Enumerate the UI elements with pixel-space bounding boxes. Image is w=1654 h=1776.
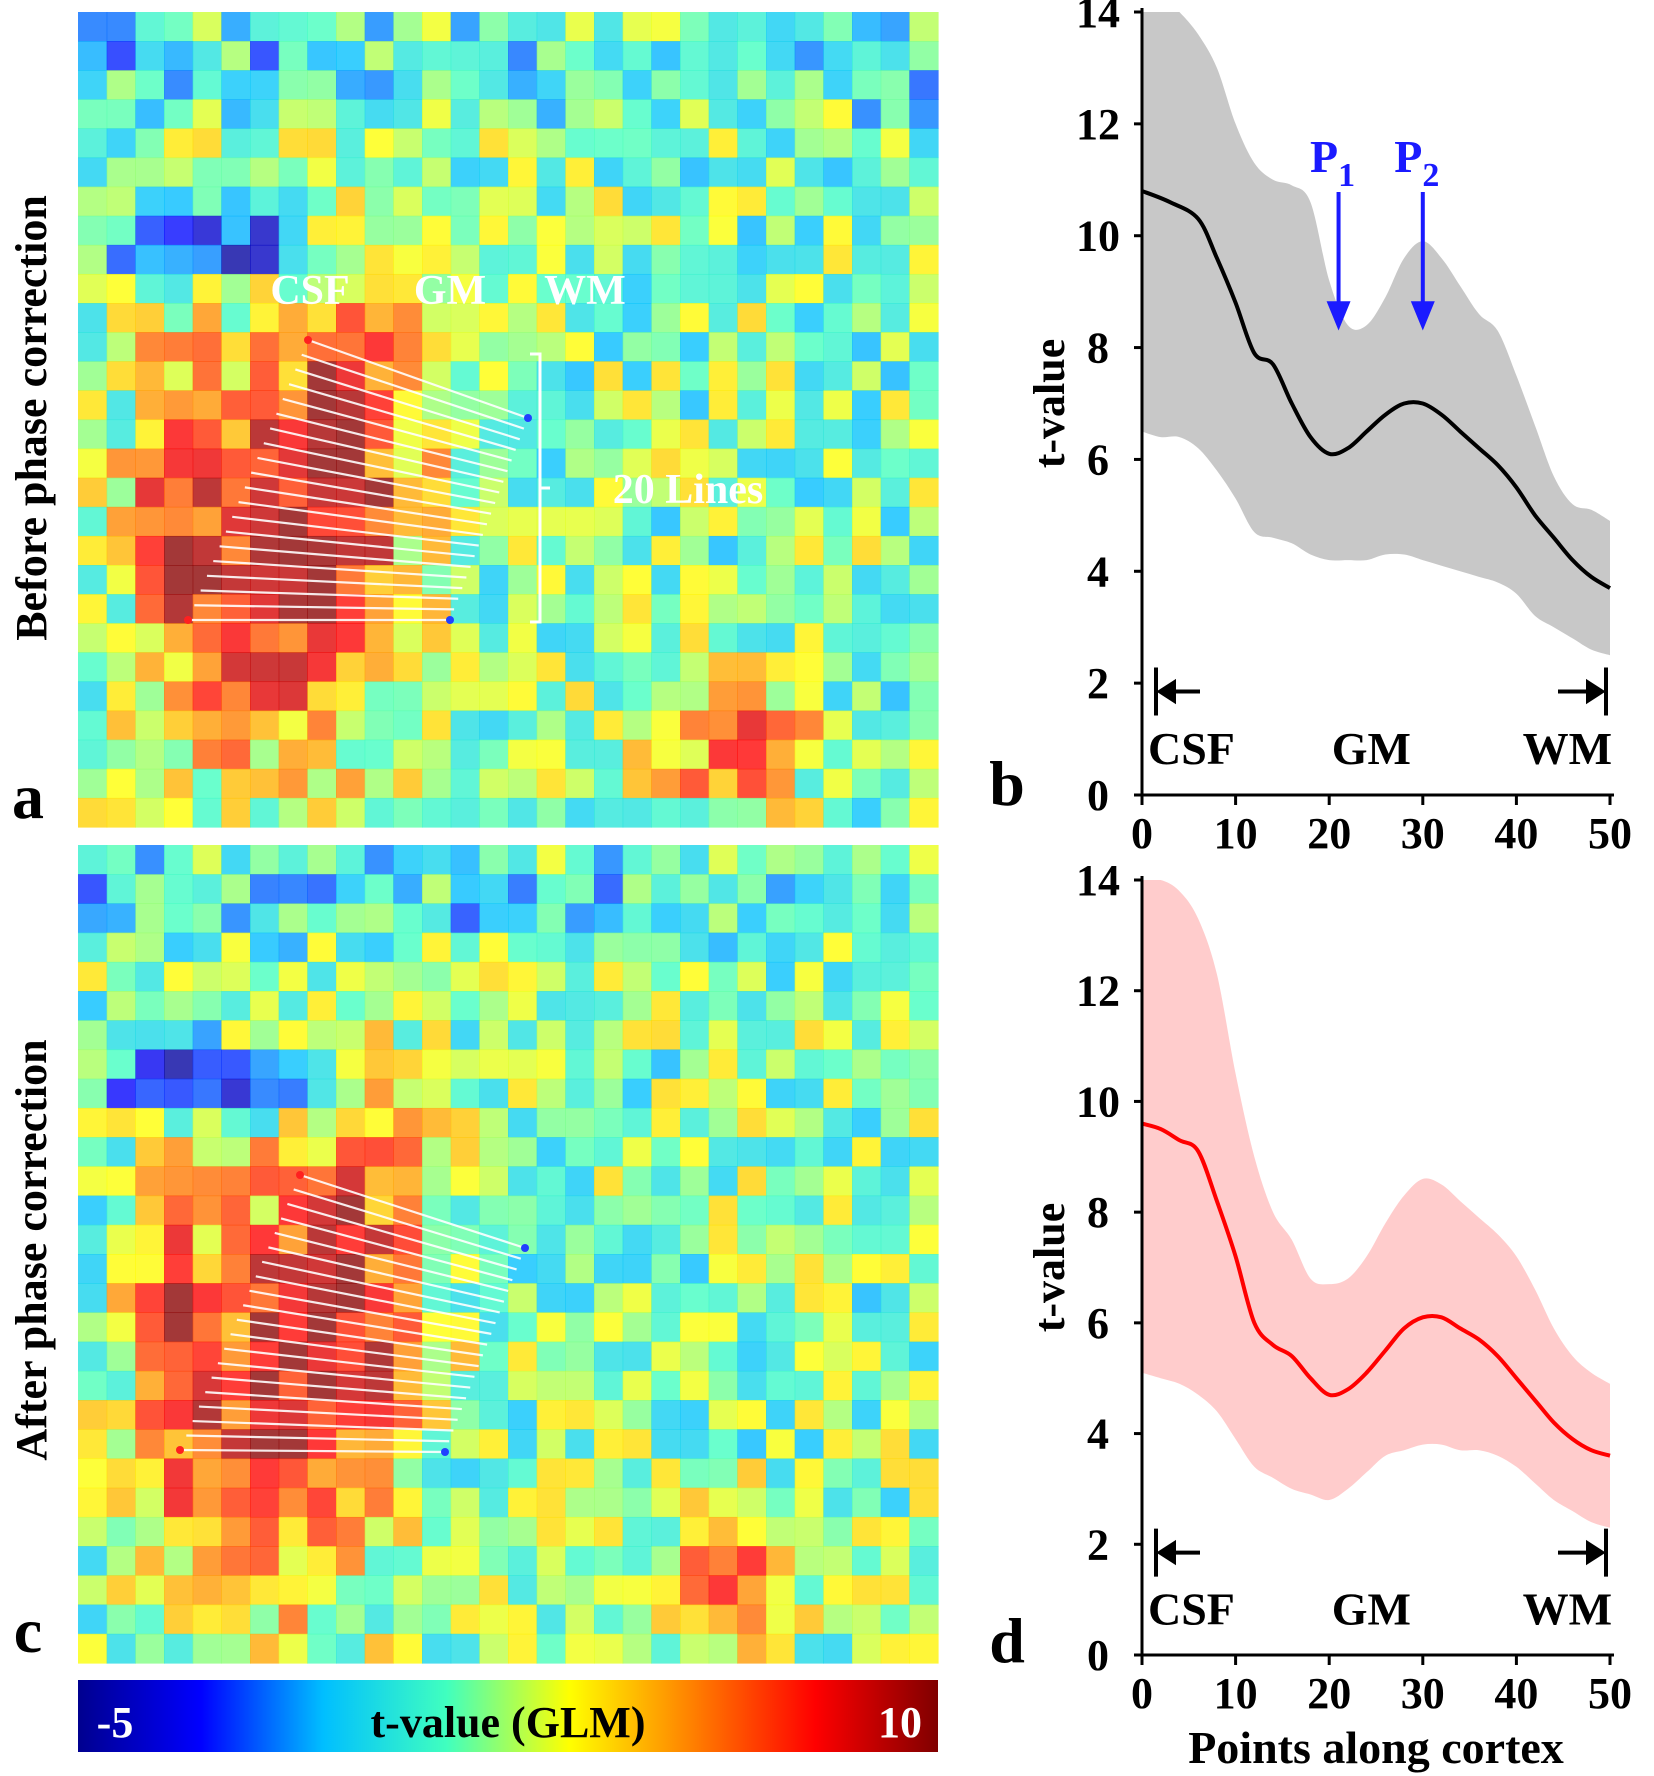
label-wm: WM xyxy=(544,268,626,314)
chart-b-ylabel: t-value xyxy=(1025,339,1074,469)
chart-d-ytick-label: 0 xyxy=(1087,1631,1109,1680)
chart-b-xtick-label: 0 xyxy=(1131,809,1153,858)
panel-letter-c: c xyxy=(14,1595,42,1666)
chart-b-ytick-label: 14 xyxy=(1076,0,1120,37)
panel-letter-b: b xyxy=(989,748,1025,819)
chart-b-ytick-label: 4 xyxy=(1087,547,1109,596)
chart-d-ytick-label: 4 xyxy=(1087,1410,1109,1459)
chart-b-xtick-label: 10 xyxy=(1214,809,1258,858)
chart-b-region-label-wm: WM xyxy=(1523,723,1612,774)
chart-d-ytick-label: 6 xyxy=(1087,1299,1109,1348)
colorbar-min-label: -5 xyxy=(97,1698,134,1747)
chart-b-ytick-label: 2 xyxy=(1087,659,1109,708)
label-20-lines: 20 Lines xyxy=(613,467,764,513)
chart-b: 0 10 20 30 40 50 0 2 4 6 8 10 12 14 t-value CSF GM WM P1 P2… xyxy=(989,0,1632,858)
chart-b-ytick-label: 0 xyxy=(1087,771,1109,820)
profile-lines-before xyxy=(184,336,532,624)
chart-d-ytick-label: 14 xyxy=(1076,856,1120,905)
chart-b-ytick-label: 8 xyxy=(1087,324,1109,373)
chart-d-xtick-label: 10 xyxy=(1214,1669,1258,1718)
colorbar-title: t-value (GLM) xyxy=(371,1698,646,1747)
chart-d: 0 10 20 30 40 50 0 2 4 6 8 10 12 14 t-value Points alon… xyxy=(989,856,1632,1773)
chart-b-xtick-label: 30 xyxy=(1401,809,1445,858)
profile-lines-after xyxy=(176,1171,529,1456)
chart-d-xtick-label: 40 xyxy=(1494,1669,1538,1718)
chart-b-p1-label: P1 xyxy=(1310,131,1355,194)
chart-b-region-label-gm: GM xyxy=(1332,723,1411,774)
chart-d-ytick-label: 8 xyxy=(1087,1188,1109,1237)
chart-b-ytick-label: 12 xyxy=(1076,100,1120,149)
side-label-after: After phase correction xyxy=(7,1039,56,1460)
chart-d-ytick-label: 12 xyxy=(1076,967,1120,1016)
chart-b-p1-arrow xyxy=(1326,192,1351,331)
colorbar-gradient xyxy=(78,1680,938,1752)
chart-d-csf-arrow xyxy=(1154,1528,1200,1577)
chart-d-mean-line xyxy=(1141,1121,1611,1458)
chart-d-ylabel: t-value xyxy=(1025,1203,1074,1333)
chart-b-wm-arrow xyxy=(1558,667,1608,716)
chart-d-wm-arrow xyxy=(1558,1528,1608,1577)
colorbar-max-label: 10 xyxy=(878,1698,922,1747)
tvalue-map-before xyxy=(78,12,939,828)
chart-b-p2-label: P2 xyxy=(1394,131,1439,194)
label-gm: GM xyxy=(414,268,486,314)
chart-d-xtick-label: 0 xyxy=(1131,1669,1153,1718)
panel-a: CSF GM WM 20 Lines Before phase correcti… xyxy=(7,12,939,832)
chart-d-xtick-label: 20 xyxy=(1307,1669,1351,1718)
panel-letter-a: a xyxy=(12,761,44,832)
chart-d-xtick-label: 30 xyxy=(1401,1669,1445,1718)
chart-b-p2-arrow xyxy=(1410,192,1435,331)
chart-d-xlabel: Points along cortex xyxy=(1188,1722,1564,1773)
label-csf: CSF xyxy=(270,268,349,314)
lines-bracket xyxy=(530,352,550,624)
chart-d-xtick-label: 50 xyxy=(1588,1669,1632,1718)
chart-d-ytick-label: 2 xyxy=(1087,1520,1109,1569)
chart-b-ytick-label: 10 xyxy=(1076,212,1120,261)
chart-d-region-label-wm: WM xyxy=(1523,1584,1612,1635)
chart-b-xtick-label: 20 xyxy=(1307,809,1351,858)
chart-b-xtick-label: 40 xyxy=(1494,809,1538,858)
chart-b-csf-arrow xyxy=(1154,667,1200,716)
colorbar: -5 t-value (GLM) 10 xyxy=(78,1680,938,1752)
chart-b-confidence-band xyxy=(1142,12,1610,656)
chart-b-region-label-csf: CSF xyxy=(1148,723,1235,774)
panel-c: After phase correction c xyxy=(7,845,939,1666)
chart-d-ytick-label: 10 xyxy=(1076,1077,1120,1126)
panel-letter-d: d xyxy=(989,1605,1025,1676)
chart-b-mean-line xyxy=(1141,189,1612,590)
chart-d-region-label-gm: GM xyxy=(1332,1584,1411,1635)
chart-b-ytick-label: 6 xyxy=(1087,435,1109,484)
side-label-before: Before phase correction xyxy=(7,195,56,641)
chart-b-xtick-label: 50 xyxy=(1588,809,1632,858)
chart-d-region-label-csf: CSF xyxy=(1148,1584,1235,1635)
chart-d-confidence-band xyxy=(1142,880,1610,1528)
